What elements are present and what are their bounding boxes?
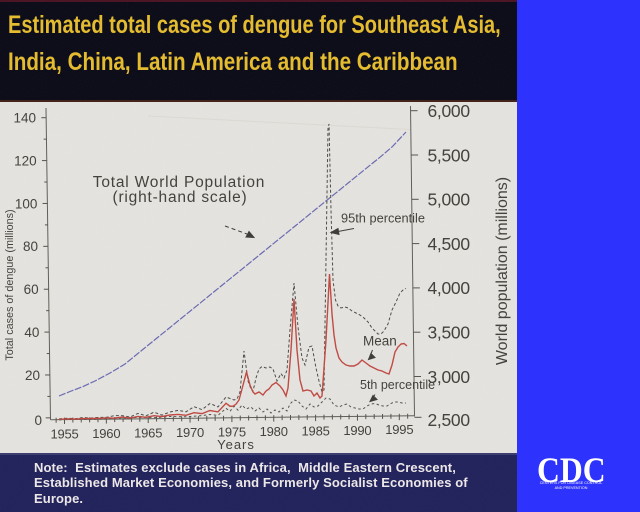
- svg-text:80: 80: [23, 239, 38, 254]
- svg-text:(right-hand scale): (right-hand scale): [112, 189, 247, 206]
- svg-text:2,500: 2,500: [428, 410, 471, 430]
- svg-text:100: 100: [15, 197, 38, 212]
- svg-text:1965: 1965: [134, 426, 162, 441]
- svg-text:3,500: 3,500: [428, 323, 471, 343]
- svg-text:5,000: 5,000: [428, 190, 471, 210]
- svg-text:4,500: 4,500: [428, 234, 471, 254]
- svg-text:40: 40: [24, 325, 39, 340]
- svg-text:1970: 1970: [176, 425, 204, 440]
- svg-text:1980: 1980: [260, 424, 288, 439]
- svg-text:140: 140: [13, 111, 36, 126]
- svg-text:Total World Population: Total World Population: [93, 174, 265, 191]
- svg-text:Years: Years: [217, 437, 255, 452]
- svg-text:5,500: 5,500: [428, 145, 471, 165]
- svg-text:6,000: 6,000: [428, 101, 471, 121]
- svg-text:1960: 1960: [92, 426, 120, 441]
- svg-text:120: 120: [14, 154, 37, 169]
- svg-text:1955: 1955: [50, 427, 78, 442]
- svg-text:3,000: 3,000: [428, 367, 471, 387]
- svg-text:60: 60: [24, 282, 39, 297]
- svg-text:1995: 1995: [385, 422, 413, 437]
- svg-text:1985: 1985: [302, 423, 330, 438]
- svg-text:1975: 1975: [218, 425, 246, 440]
- svg-text:0: 0: [34, 413, 42, 428]
- svg-text:4,000: 4,000: [428, 278, 471, 298]
- svg-text:World population (millions): World population (millions): [494, 177, 511, 365]
- svg-text:20: 20: [25, 368, 40, 383]
- svg-text:Total cases of dengue (million: Total cases of dengue (millions): [4, 209, 16, 360]
- svg-text:1990: 1990: [343, 423, 371, 438]
- svg-text:5th percentile: 5th percentile: [360, 378, 435, 392]
- svg-text:Mean: Mean: [363, 334, 397, 349]
- svg-text:95th percentile: 95th percentile: [341, 211, 425, 226]
